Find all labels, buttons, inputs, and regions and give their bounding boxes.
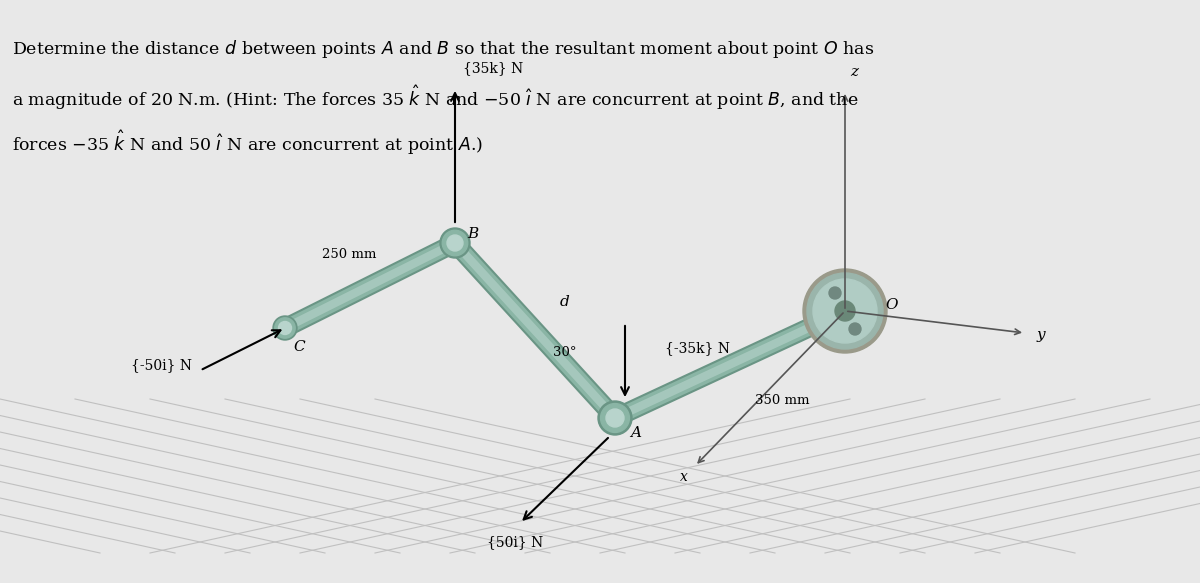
Text: {35k} N: {35k} N [463, 61, 523, 75]
Text: B: B [467, 227, 479, 241]
Text: x: x [680, 470, 688, 484]
Text: {50i} N: {50i} N [487, 535, 544, 549]
Text: A: A [630, 426, 641, 440]
Circle shape [274, 316, 298, 340]
Text: {-35k} N: {-35k} N [665, 341, 730, 355]
Text: {-50i} N: {-50i} N [131, 359, 192, 373]
Circle shape [606, 409, 624, 427]
Circle shape [598, 401, 632, 435]
Circle shape [848, 323, 860, 335]
Text: C: C [293, 340, 305, 354]
Text: 30°: 30° [553, 346, 576, 359]
Text: a magnitude of 20 N.m. (Hint: The forces 35 $\hat{k}$ N and $-$50 $\hat{\imath}$: a magnitude of 20 N.m. (Hint: The forces… [12, 83, 858, 112]
Circle shape [814, 279, 877, 343]
Circle shape [829, 287, 841, 299]
Circle shape [600, 403, 630, 433]
Text: forces $-$35 $\hat{k}$ N and 50 $\hat{\imath}$ N are concurrent at point $A$.): forces $-$35 $\hat{k}$ N and 50 $\hat{\i… [12, 128, 482, 157]
Text: 250 mm: 250 mm [322, 248, 376, 261]
Text: 350 mm: 350 mm [755, 395, 810, 408]
Circle shape [835, 301, 854, 321]
Text: O: O [886, 298, 898, 312]
Circle shape [803, 269, 887, 353]
Circle shape [446, 235, 463, 251]
Circle shape [440, 228, 470, 258]
Circle shape [275, 318, 295, 338]
Text: y: y [1037, 328, 1045, 342]
Text: Determine the distance $d$ between points $A$ and $B$ so that the resultant mome: Determine the distance $d$ between point… [12, 38, 875, 60]
Text: d: d [559, 294, 569, 308]
Circle shape [806, 273, 883, 349]
Text: z: z [850, 65, 858, 79]
Circle shape [443, 230, 468, 256]
Circle shape [278, 321, 292, 335]
